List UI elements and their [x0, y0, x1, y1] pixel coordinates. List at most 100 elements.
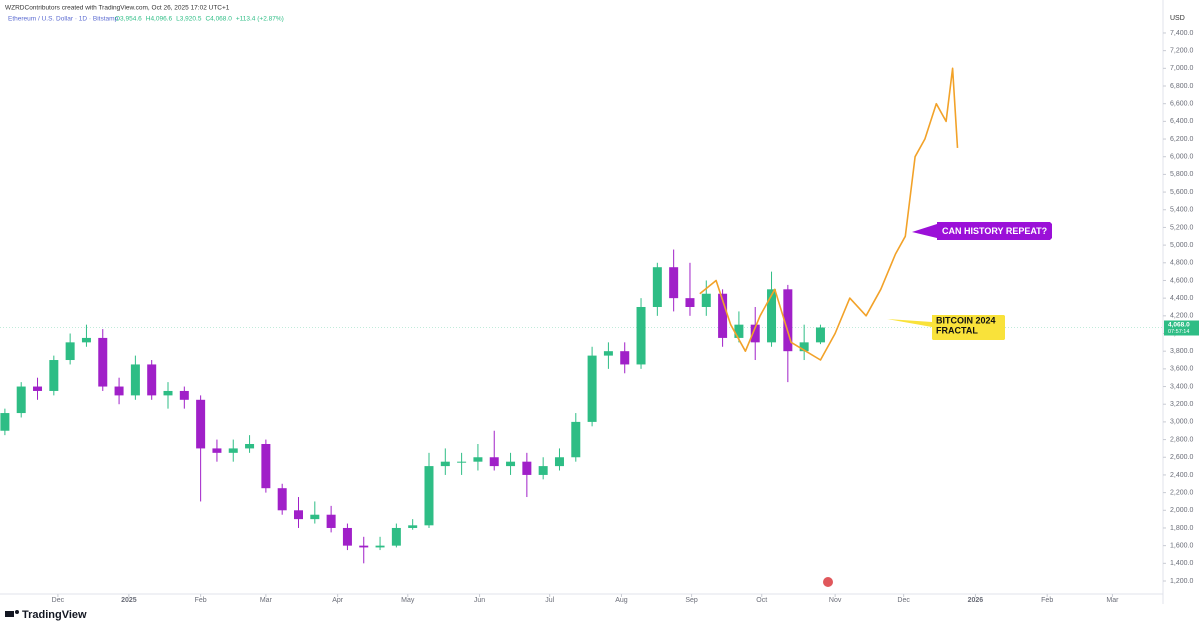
candle-body: [326, 514, 336, 528]
y-tick-label: 5,800.0: [1170, 171, 1193, 178]
brand-name: TradingView: [22, 609, 87, 621]
y-tick-label: 6,600.0: [1170, 101, 1193, 108]
last-price-badge: [1164, 320, 1199, 336]
candle-body: [359, 545, 369, 548]
candle-body: [163, 390, 173, 396]
candle-body: [212, 448, 222, 453]
y-tick-label: 3,000.0: [1170, 419, 1193, 426]
currency: USD: [1170, 15, 1185, 22]
candle-body: [636, 306, 646, 365]
candle-body: [196, 399, 206, 449]
candle-body: [489, 457, 499, 467]
candle-body: [669, 267, 679, 299]
candle-body: [620, 351, 630, 365]
candle-body: [685, 298, 695, 307]
x-tick-label: Mar: [1106, 597, 1119, 604]
legend-value: C4,068.0: [205, 16, 232, 23]
candle-body: [734, 324, 744, 338]
x-tick-label: May: [401, 597, 415, 604]
x-tick-label: Dec: [52, 597, 65, 604]
y-tick-label: 1,200.0: [1170, 578, 1193, 585]
candle-body: [147, 364, 157, 396]
plot: 1,200.0 1,400.0 1,600.0 1,800.0 2,000.0 2,200…: [0, 30, 1199, 604]
candle-body: [652, 267, 662, 307]
legend-value: +113.4 (+2.87%): [236, 16, 284, 23]
last-price-label: 4,068.0: [1168, 322, 1190, 329]
candle-body: [16, 386, 26, 414]
candle-body: [750, 324, 760, 343]
x-tick-label: Sep: [685, 597, 698, 604]
y-tick-label: 2,400.0: [1170, 472, 1193, 479]
y-tick-label: 7,000.0: [1170, 65, 1193, 72]
candle-body: [65, 342, 75, 361]
x-tick-label: Nov: [829, 597, 842, 604]
candle-body: [538, 466, 548, 475]
callout-fractal: BITCOIN 2024 FRACTAL: [887, 315, 1005, 340]
y-tick-label: 2,800.0: [1170, 436, 1193, 443]
countdown: 07:57:14: [1168, 329, 1189, 335]
candle-body: [179, 390, 189, 400]
y-tick-label: 6,400.0: [1170, 118, 1193, 125]
callout-text: BITCOIN 2024: [936, 315, 996, 325]
x-tick-label: Feb: [1041, 597, 1053, 604]
candle-body: [293, 510, 303, 520]
y-tick-label: 6,200.0: [1170, 136, 1193, 143]
candle-body: [554, 457, 564, 467]
y-tick-label: 7,400.0: [1170, 30, 1193, 37]
y-tick-label: 6,000.0: [1170, 154, 1193, 161]
candle-body: [33, 386, 43, 391]
fractal-line: [699, 67, 959, 361]
y-tick-label: 1,800.0: [1170, 525, 1193, 532]
y-tick-label: 1,400.0: [1170, 560, 1193, 567]
candle-body: [98, 337, 108, 387]
candle-body: [81, 337, 91, 343]
candle-body: [506, 461, 516, 467]
x-tick-label: 2026: [968, 597, 984, 604]
candle-body: [718, 293, 728, 338]
callout-repeat: CAN HISTORY REPEAT?: [912, 222, 1052, 240]
candle-body: [391, 527, 401, 546]
x-tick-label: 2025: [121, 597, 137, 604]
y-tick-label: 3,800.0: [1170, 348, 1193, 355]
y-tick-label: 5,400.0: [1170, 207, 1193, 214]
y-tick-label: 4,400.0: [1170, 295, 1193, 302]
candle-body: [440, 461, 450, 467]
y-tick-label: 6,800.0: [1170, 83, 1193, 90]
logo-mark: [5, 611, 14, 617]
callout-shape: [912, 222, 1052, 240]
y-tick-label: 3,200.0: [1170, 401, 1193, 408]
callout-text: CAN HISTORY REPEAT?: [942, 226, 1047, 236]
y-tick-label: 5,000.0: [1170, 242, 1193, 249]
candle-body: [701, 293, 711, 307]
candle-body: [49, 360, 59, 391]
x-tick-label: Feb: [195, 597, 207, 604]
y-tick-label: 7,200.0: [1170, 47, 1193, 54]
events-icon[interactable]: [823, 577, 833, 587]
candle-body: [375, 545, 385, 548]
legend-value: L3,920.5: [176, 16, 202, 23]
x-tick-label: Oct: [756, 597, 767, 604]
y-tick-label: 5,600.0: [1170, 189, 1193, 196]
candle-body: [473, 457, 483, 462]
y-tick-label: 4,600.0: [1170, 277, 1193, 284]
x-tick-label: Jul: [545, 597, 554, 604]
y-tick-label: 2,000.0: [1170, 507, 1193, 514]
candle-body: [261, 443, 271, 489]
y-tick-label: 3,400.0: [1170, 383, 1193, 390]
brand: TradingView: [5, 609, 87, 621]
candle-body: [457, 461, 467, 463]
candle-body: [228, 448, 238, 453]
x-tick-label: Mar: [260, 597, 273, 604]
candle-body: [0, 413, 10, 431]
y-tick-label: 2,200.0: [1170, 489, 1193, 496]
callout-shape: [887, 315, 1005, 340]
credit: WZRDContributors created with TradingVie…: [5, 5, 230, 12]
y-tick-label: 3,600.0: [1170, 366, 1193, 373]
candle-body: [815, 327, 825, 343]
y-tick-label: 4,800.0: [1170, 260, 1193, 267]
y-tick-label: 1,600.0: [1170, 542, 1193, 549]
callout-text: FRACTAL: [936, 325, 978, 335]
y-tick-label: 5,200.0: [1170, 224, 1193, 231]
